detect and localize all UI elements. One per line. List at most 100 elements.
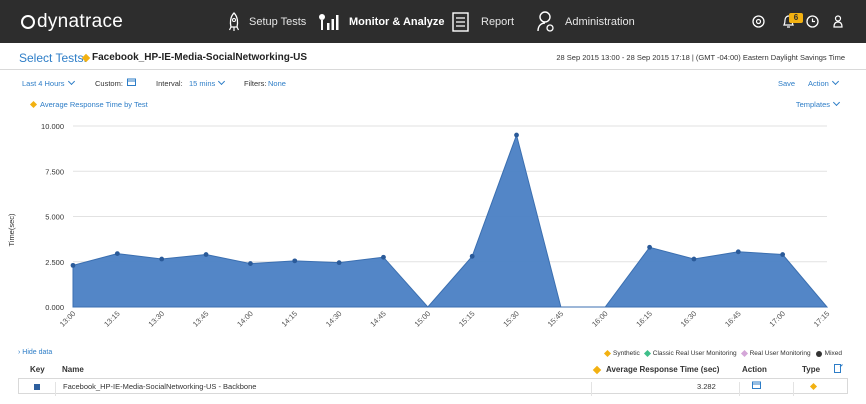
filter-toolbar: Last 4 Hours Custom: Interval: 15 mins F… bbox=[0, 76, 866, 92]
notification-count-badge: 6 bbox=[789, 13, 803, 23]
select-tests-label[interactable]: Select Tests: bbox=[19, 51, 87, 65]
column-type: Type bbox=[802, 365, 821, 374]
interval-dropdown-label: 15 mins bbox=[189, 79, 216, 88]
cell-divider bbox=[793, 382, 794, 396]
series-area bbox=[72, 133, 829, 308]
cell-divider bbox=[739, 382, 740, 396]
legend-rum-label: Real User Monitoring bbox=[749, 350, 811, 357]
x-tick-label: 15:45 bbox=[546, 309, 566, 329]
data-point[interactable] bbox=[381, 254, 386, 260]
data-table-header: Key Name Average Response Time (sec) Act… bbox=[18, 362, 848, 377]
data-point[interactable] bbox=[691, 256, 697, 262]
chart-type-legend: Synthetic Classic Real User Monitoring R… bbox=[600, 349, 842, 358]
row-test-name: Facebook_HP-IE-Media-SocialNetworking-US… bbox=[63, 382, 257, 391]
user-profile-icon[interactable] bbox=[833, 15, 843, 28]
rocket-icon bbox=[228, 11, 240, 32]
legend-mixed-label: Mixed bbox=[824, 350, 842, 357]
data-point[interactable] bbox=[735, 249, 741, 255]
monitor-bars-icon bbox=[319, 13, 340, 31]
x-tick-label: 16:15 bbox=[634, 309, 654, 329]
column-action: Action bbox=[742, 365, 767, 374]
chevron-down-icon bbox=[832, 98, 841, 107]
data-point[interactable] bbox=[248, 261, 253, 266]
logo-mark-icon bbox=[21, 15, 35, 29]
x-tick-label: 14:00 bbox=[235, 309, 255, 329]
column-settings-icon[interactable] bbox=[834, 364, 843, 375]
x-tick-label: 13:30 bbox=[146, 309, 166, 329]
selected-test-name[interactable]: Facebook_HP-IE-Media-SocialNetworking-US bbox=[92, 52, 308, 63]
report-icon bbox=[452, 11, 469, 32]
cell-divider bbox=[55, 382, 56, 396]
x-tick-label: 17:15 bbox=[812, 309, 832, 329]
action-dropdown-label: Action bbox=[808, 79, 829, 88]
legend-rum: Real User Monitoring bbox=[740, 349, 811, 358]
filters-label: Filters: bbox=[244, 79, 267, 88]
user-gear-icon bbox=[537, 10, 555, 33]
y-tick-label: 0.000 bbox=[45, 303, 64, 312]
interval-label: Interval: bbox=[156, 79, 183, 88]
select-tests-bar: Select Tests: Facebook_HP-IE-Media-Socia… bbox=[0, 44, 866, 70]
x-tick-label: 16:00 bbox=[590, 309, 610, 329]
hide-data-label: Hide data bbox=[22, 349, 53, 356]
legend-synthetic: Synthetic bbox=[603, 349, 640, 358]
templates-dropdown[interactable]: Templates bbox=[796, 98, 841, 109]
x-tick-label: 14:45 bbox=[368, 309, 388, 329]
data-point[interactable] bbox=[469, 253, 475, 259]
nav-setup-tests[interactable]: Setup Tests bbox=[228, 0, 306, 43]
data-point[interactable] bbox=[70, 262, 76, 268]
column-average-response-time[interactable]: Average Response Time (sec) bbox=[606, 365, 720, 374]
y-tick-label: 10.000 bbox=[41, 122, 64, 131]
hide-data-link[interactable]: › Hide data bbox=[18, 349, 53, 356]
data-point[interactable] bbox=[292, 258, 298, 264]
cell-divider bbox=[591, 382, 592, 396]
data-point[interactable] bbox=[159, 256, 165, 262]
legend-mixed: Mixed bbox=[815, 350, 842, 357]
dynatrace-logo[interactable]: dynatrace bbox=[21, 11, 123, 33]
nav-monitor-analyze[interactable]: Monitor & Analyze bbox=[319, 0, 445, 43]
x-tick-label: 13:45 bbox=[191, 309, 211, 329]
nav-administration[interactable]: Administration bbox=[537, 0, 635, 43]
nav-monitor-analyze-label: Monitor & Analyze bbox=[349, 15, 445, 28]
nav-setup-tests-label: Setup Tests bbox=[249, 15, 307, 28]
y-tick-label: 2.500 bbox=[45, 258, 64, 267]
brand-name: dynatrace bbox=[37, 11, 124, 32]
chevron-down-icon bbox=[831, 77, 839, 86]
legend-classic-rum-label: Classic Real User Monitoring bbox=[652, 350, 737, 357]
synthetic-diamond-icon bbox=[603, 349, 612, 358]
action-dropdown[interactable]: Action bbox=[808, 77, 839, 88]
x-tick-label: 15:15 bbox=[457, 309, 477, 329]
x-tick-label: 14:15 bbox=[280, 309, 300, 329]
custom-label: Custom: bbox=[95, 79, 123, 88]
data-point[interactable] bbox=[203, 252, 209, 257]
legend-classic-rum: Classic Real User Monitoring bbox=[643, 349, 737, 358]
data-point[interactable] bbox=[114, 251, 120, 257]
y-axis-ticks: 0.000 2.500 5.000 7.500 10.000 bbox=[41, 122, 64, 312]
row-average-response-time: 3.282 bbox=[697, 382, 716, 391]
x-tick-label: 16:45 bbox=[723, 309, 743, 329]
x-tick-label: 15:00 bbox=[413, 309, 433, 329]
mixed-icon bbox=[815, 350, 822, 357]
nav-report[interactable]: Report bbox=[452, 0, 514, 43]
filters-value-link[interactable]: None bbox=[268, 79, 286, 88]
data-point[interactable] bbox=[647, 244, 652, 250]
nav-report-label: Report bbox=[481, 15, 515, 28]
calendar-icon[interactable] bbox=[127, 78, 136, 88]
clock-icon[interactable] bbox=[806, 15, 819, 28]
interval-dropdown[interactable]: 15 mins bbox=[189, 77, 226, 88]
x-tick-label: 17:00 bbox=[767, 309, 787, 329]
data-point[interactable] bbox=[336, 260, 342, 266]
save-button[interactable]: Save bbox=[778, 79, 796, 88]
synthetic-diamond-icon bbox=[29, 100, 38, 109]
table-row[interactable]: Facebook_HP-IE-Media-SocialNetworking-US… bbox=[18, 378, 848, 396]
data-point[interactable] bbox=[780, 252, 786, 257]
help-circle-icon[interactable] bbox=[752, 15, 765, 28]
rum-diamond-icon bbox=[740, 349, 748, 358]
x-tick-label: 16:30 bbox=[679, 309, 699, 329]
time-range-dropdown[interactable]: Last 4 Hours bbox=[22, 77, 75, 88]
row-action-calendar-icon[interactable] bbox=[752, 381, 761, 391]
data-point[interactable] bbox=[514, 132, 519, 138]
x-tick-label: 13:15 bbox=[102, 309, 122, 329]
chevron-down-icon bbox=[67, 77, 75, 86]
chevron-down-icon bbox=[218, 77, 226, 86]
